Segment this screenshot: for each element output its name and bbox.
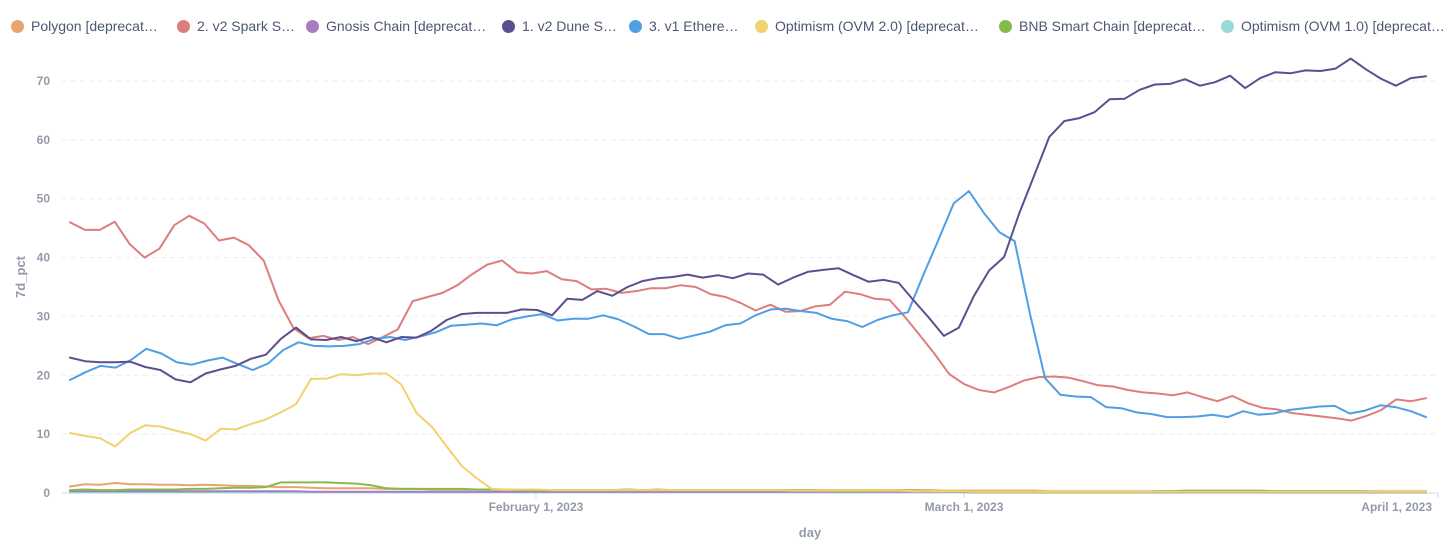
y-tick-label: 50 xyxy=(37,192,51,206)
legend-item[interactable]: Gnosis Chain [deprecat… xyxy=(306,16,486,36)
legend-label: Optimism (OVM 1.0) [deprecat… xyxy=(1241,18,1445,34)
legend-swatch xyxy=(306,19,319,33)
series-line xyxy=(69,190,1427,419)
x-tick-label: April 1, 2023 xyxy=(1361,500,1432,514)
y-tick-label: 40 xyxy=(37,251,51,265)
x-tick-label: February 1, 2023 xyxy=(489,500,584,514)
legend-label: 1. v2 Dune S… xyxy=(522,18,617,34)
series-line xyxy=(69,57,1427,384)
legend-swatch xyxy=(177,19,190,33)
series-line xyxy=(69,372,1427,493)
legend-swatch xyxy=(999,19,1012,33)
y-tick-label: 0 xyxy=(43,486,50,500)
x-axis-title: day xyxy=(799,525,822,540)
legend-item[interactable]: Polygon [deprecat… xyxy=(11,16,158,36)
series-lines xyxy=(69,57,1427,494)
legend-label: Optimism (OVM 2.0) [deprecat… xyxy=(775,18,979,34)
axis-labels: 0 10 20 30 40 50 60 70 February 1, 2023 March 1, … xyxy=(13,74,1432,540)
legend-item[interactable]: 3. v1 Ethere… xyxy=(629,16,739,36)
legend-item[interactable]: 1. v2 Dune S… xyxy=(502,16,617,36)
y-tick-label: 10 xyxy=(37,427,51,441)
legend-label: Polygon [deprecat… xyxy=(31,18,158,34)
y-tick-label: 20 xyxy=(37,368,51,382)
legend-item[interactable]: Optimism (OVM 1.0) [deprecat… xyxy=(1221,16,1445,36)
legend-label: BNB Smart Chain [deprecat… xyxy=(1019,18,1206,34)
legend-swatch xyxy=(755,19,768,33)
y-tick-label: 70 xyxy=(37,74,51,88)
legend-item[interactable]: Optimism (OVM 2.0) [deprecat… xyxy=(755,16,979,36)
legend-label: 2. v2 Spark S… xyxy=(197,18,296,34)
series-line xyxy=(69,214,1427,422)
legend-swatch xyxy=(502,19,515,33)
legend-swatch xyxy=(1221,19,1234,33)
gridlines xyxy=(62,80,1438,435)
legend-swatch xyxy=(629,19,642,33)
legend-swatch xyxy=(11,19,24,33)
axes xyxy=(62,492,1439,498)
legend-label: Gnosis Chain [deprecat… xyxy=(326,18,487,34)
x-tick-label: March 1, 2023 xyxy=(925,500,1004,514)
legend-item[interactable]: 2. v2 Spark S… xyxy=(177,16,295,36)
chart-legend: Polygon [deprecat… 2. v2 Spark S… Gnosis C… xyxy=(0,0,1456,50)
legend-item[interactable]: BNB Smart Chain [deprecat… xyxy=(999,16,1206,36)
y-tick-label: 30 xyxy=(37,309,51,323)
y-axis-title: 7d_pct xyxy=(13,255,28,298)
y-tick-label: 60 xyxy=(37,133,51,147)
legend-label: 3. v1 Ethere… xyxy=(649,18,739,34)
